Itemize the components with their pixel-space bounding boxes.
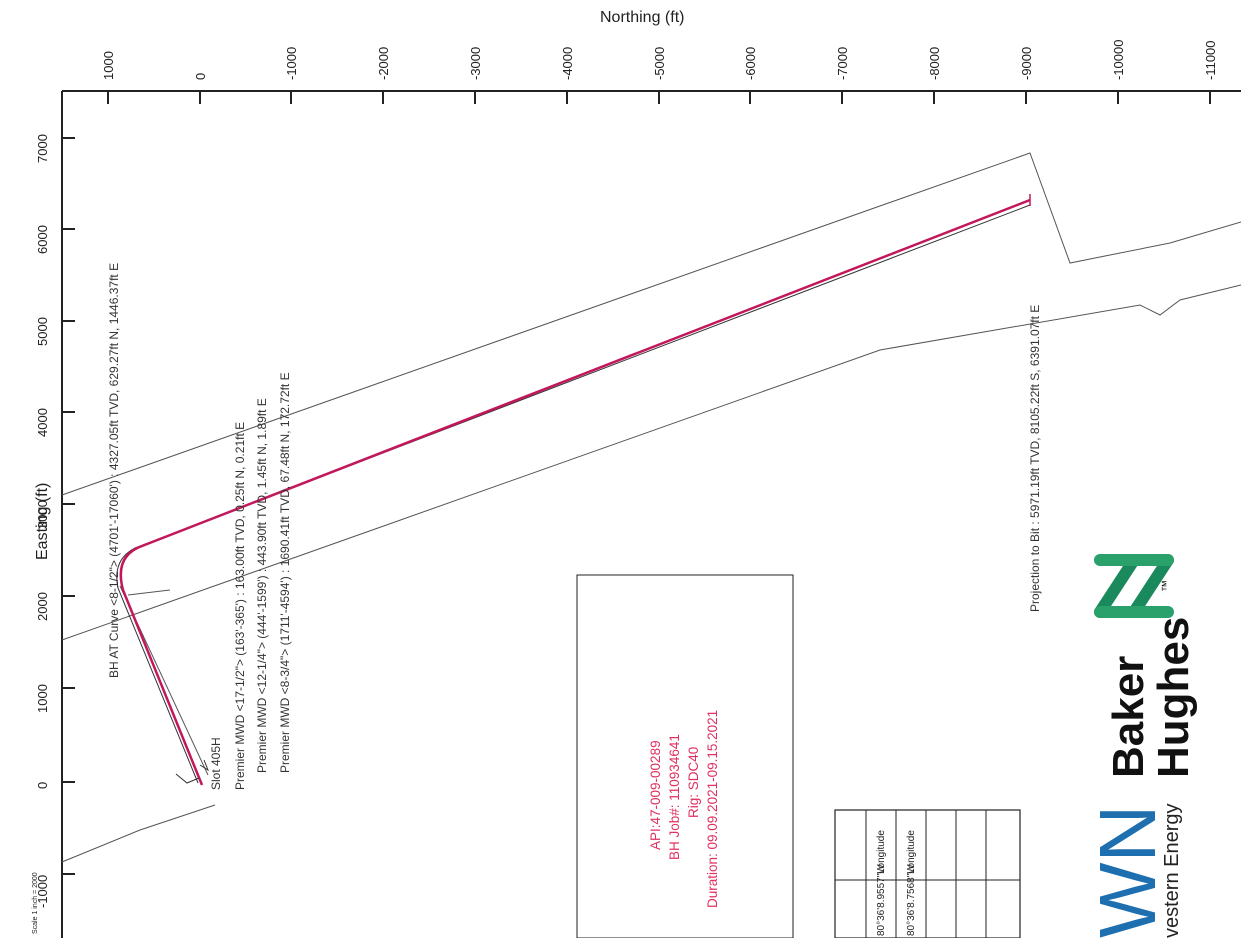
easting-tick-label: 5000 — [35, 317, 50, 346]
northing-tick-label: -4000 — [560, 47, 575, 80]
table-header-longitude-2: Longitude — [906, 830, 917, 874]
northing-tick-label: -10000 — [1111, 40, 1126, 80]
swn-mark-text: WN — [1083, 805, 1172, 938]
swn-logo: WN vestern Energy — [1083, 803, 1183, 938]
easting-tick-label: 6000 — [35, 225, 50, 254]
northing-tick-label: 1000 — [101, 51, 116, 80]
easting-ticks — [62, 137, 75, 875]
slot-marker — [175, 759, 210, 784]
mwd-8-annotation: Premier MWD <8-3/4"> (1711'-4594') : 169… — [278, 372, 292, 773]
swn-company-text: vestern Energy — [1161, 803, 1183, 938]
easting-tick-label: 4000 — [35, 408, 50, 437]
scale-note: Scale 1 inch = 2000 — [32, 872, 39, 934]
northing-tick-label: -5000 — [652, 47, 667, 80]
trademark-symbol: ™ — [1159, 580, 1173, 592]
baker-text: Baker — [1104, 656, 1153, 778]
northing-tick-labels: 1000 0 -1000 -2000 -3000 -4000 -5000 -60… — [101, 40, 1218, 80]
northing-tick-label: -11000 — [1203, 40, 1218, 80]
easting-tick-label: -1000 — [35, 875, 50, 908]
api-number: API:47-009-00289 — [648, 740, 663, 850]
easting-tick-label: 7000 — [35, 134, 50, 163]
easting-axis-title: Easting (ft) — [34, 483, 51, 560]
table-header-longitude-1: Longitude — [876, 830, 887, 874]
easting-tick-label: 2000 — [35, 592, 50, 621]
info-box — [576, 574, 794, 938]
rig-name: Rig: SDC40 — [686, 747, 701, 818]
table-value-longitude-2: 80°36'8.7568"W — [906, 864, 917, 936]
coordinates-table: Longitude 80°36'8.9557"W Longitude 80°36… — [834, 809, 1021, 938]
easting-tick-label: 0 — [35, 782, 50, 789]
bh-job-number: BH Job#: 110934641 — [667, 734, 682, 860]
northing-tick-label: -9000 — [1019, 47, 1034, 80]
projection-annotation: Projection to Bit : 5971.19ft TVD, 8105.… — [1028, 305, 1042, 612]
northing-tick-label: -2000 — [376, 47, 391, 80]
northing-axis-title: Northing (ft) — [600, 9, 684, 26]
easting-tick-label: 3000 — [35, 500, 50, 529]
mwd-12-annotation: Premier MWD <12-1/4"> (444'-1599') : 443… — [255, 398, 269, 773]
northing-tick-label: -6000 — [743, 47, 758, 80]
northing-tick-label: -1000 — [284, 47, 299, 80]
actual-wellpath — [119, 198, 1031, 786]
planned-wellpath — [116, 204, 1031, 784]
baker-hughes-logo: Baker Hughes ™ — [1094, 554, 1198, 778]
northing-ticks — [107, 91, 1211, 104]
easting-tick-label: 1000 — [35, 684, 50, 713]
mwd-17-annotation: Premier MWD <17-1/2"> (163'-365') : 163.… — [233, 422, 247, 790]
easting-tick-labels: 7000 6000 5000 4000 3000 2000 1000 0 -10… — [35, 134, 50, 908]
hughes-text: Hughes — [1149, 617, 1198, 778]
bh-at-curve-annotation: BH AT Curve <8-1/2"> (4701'-17060') : 43… — [107, 263, 121, 678]
table-value-longitude-1: 80°36'8.9557"W — [876, 864, 887, 936]
job-duration: Duration: 09.09.2021-09.15.2021 — [705, 710, 720, 908]
northing-tick-label: 0 — [193, 73, 208, 80]
northing-tick-label: -3000 — [468, 47, 483, 80]
northing-tick-label: -8000 — [927, 47, 942, 80]
slot-annotation: Slot 405H — [209, 737, 223, 790]
baker-hughes-mark-icon — [1094, 554, 1174, 618]
northing-tick-label: -7000 — [835, 47, 850, 80]
